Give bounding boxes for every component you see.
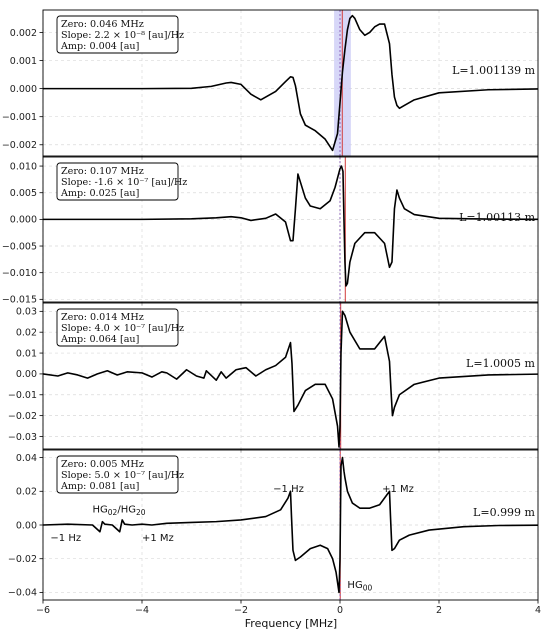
cavity-length-label: L=1.00113 m [459, 211, 536, 224]
error-signal-line [43, 456, 538, 594]
y-tick-label: 0.01 [16, 348, 37, 359]
y-tick-label: −0.005 [2, 241, 37, 252]
annotation-minus-1hz-left: −1 Hz [50, 533, 81, 544]
hg-label: HG [347, 580, 362, 591]
x-tick-label: −4 [135, 605, 149, 616]
y-tick-label: −0.03 [8, 432, 37, 443]
error-signal-line [43, 310, 538, 448]
x-axis-title: Frequency [MHz] [245, 617, 337, 630]
info-line: Slope: 5.0 × 10⁻⁷ [au]/Hz [61, 470, 184, 481]
y-tick-label: −0.01 [8, 390, 37, 401]
hg-subscript: 00 [363, 584, 373, 593]
y-tick-label: 0.010 [10, 161, 37, 172]
info-line: Amp: 0.025 [au] [60, 188, 139, 199]
info-box [56, 15, 179, 54]
y-tick-label: 0.04 [16, 453, 37, 464]
x-tick-label: 2 [436, 605, 442, 616]
info-line: Slope: 2.2 × 10⁻⁸ [au]/Hz [61, 30, 184, 41]
info-line: Amp: 0.064 [au] [60, 334, 139, 345]
panel-4: −0.04 −0.02 0.00 0.02 0.04 Zero: 0.005 MHzSlo… [8, 449, 541, 616]
y-tick-label: 0.00 [16, 369, 37, 380]
cavity-length-label: L=0.999 m [473, 506, 536, 519]
hg-subscript: 20 [136, 508, 146, 517]
panel-2: −0.015 −0.010 −0.005 0.000 0.005 0.010 Zero: 0… [2, 156, 539, 306]
annotation-plus-1mz-left: +1 Mz [142, 533, 174, 544]
y-tick-label: −0.015 [2, 295, 37, 306]
y-tick-label: −0.04 [8, 588, 37, 599]
y-tick-label: 0.000 [10, 215, 37, 226]
y-tick-label: 0.005 [10, 188, 37, 199]
panel-frame [42, 9, 539, 157]
info-box [56, 455, 179, 494]
cavity-length-label: L=1.0005 m [466, 357, 536, 370]
y-tick-label: −0.002 [2, 140, 37, 151]
y-tick-label: 0.02 [16, 328, 37, 339]
x-tick-label: −2 [234, 605, 248, 616]
y-tick-label: −0.001 [2, 112, 37, 123]
info-line: Zero: 0.107 MHz [61, 166, 144, 177]
x-tick-label: −6 [36, 605, 50, 616]
annotation-plus-1mz-right: +1 Mz [382, 484, 414, 495]
y-tick-label: 0.002 [10, 28, 37, 39]
y-tick-label: −0.02 [8, 411, 37, 422]
hg-separator: /HG [117, 504, 136, 515]
x-tick-label: 0 [337, 605, 343, 616]
panel-1: −0.002 −0.001 0.000 0.001 0.002 Zero: 0.046 M… [2, 9, 539, 160]
info-box [56, 162, 179, 201]
panel-3: −0.03 −0.02 −0.01 0.00 0.01 0.02 0.03 Zero: 0.0… [8, 302, 539, 453]
info-line: Amp: 0.004 [au] [60, 41, 139, 52]
panel-frame [42, 302, 539, 450]
annotation-hg00: HG00 [347, 580, 372, 593]
info-line: Zero: 0.014 MHz [61, 312, 144, 323]
info-line: Zero: 0.005 MHz [61, 459, 144, 470]
panel-frame [42, 156, 539, 303]
hg-label: HG [93, 504, 108, 515]
error-signal-line [43, 14, 538, 152]
info-line: Slope: 4.0 × 10⁻⁷ [au]/Hz [61, 323, 184, 334]
y-tick-label: −0.010 [2, 268, 37, 279]
y-tick-label: 0.000 [10, 84, 37, 95]
x-tick-label: 4 [535, 605, 541, 616]
y-tick-label: −0.02 [8, 554, 37, 565]
annotation-hg02-hg20: HG02/HG20 [93, 504, 146, 517]
info-line: Zero: 0.046 MHz [61, 19, 144, 30]
hg-subscript: 02 [108, 508, 118, 517]
y-tick-label: 0.001 [10, 56, 37, 67]
info-box [56, 308, 179, 347]
cavity-length-label: L=1.001139 m [452, 64, 536, 77]
info-line: Slope: -1.6 × 10⁻⁷ [au]/Hz [61, 177, 187, 188]
error-signal-line [43, 165, 538, 287]
y-tick-label: 0.02 [16, 487, 37, 498]
info-line: Amp: 0.081 [au] [60, 481, 139, 492]
y-tick-label: 0.00 [16, 520, 37, 531]
annotation-minus-1hz-right: −1 Hz [273, 484, 304, 495]
y-tick-label: 0.03 [16, 307, 37, 318]
